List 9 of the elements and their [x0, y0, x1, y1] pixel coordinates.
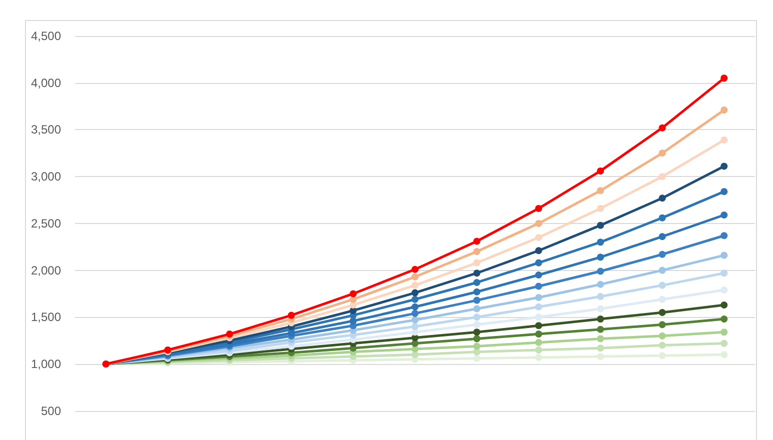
y-tick-label: 1,500: [30, 310, 62, 324]
y-tick-label: 1,000: [30, 357, 62, 372]
y-tick-label: 500: [40, 404, 62, 418]
y-tick-label: 3,500: [30, 122, 62, 137]
y-tick-label: 4,000: [30, 76, 62, 90]
y-tick-label: 2,500: [30, 216, 62, 230]
y-tick-label: 2,000: [30, 263, 62, 278]
y-tick-label: 3,000: [30, 170, 62, 184]
y-tick-label: 4,500: [30, 29, 62, 43]
